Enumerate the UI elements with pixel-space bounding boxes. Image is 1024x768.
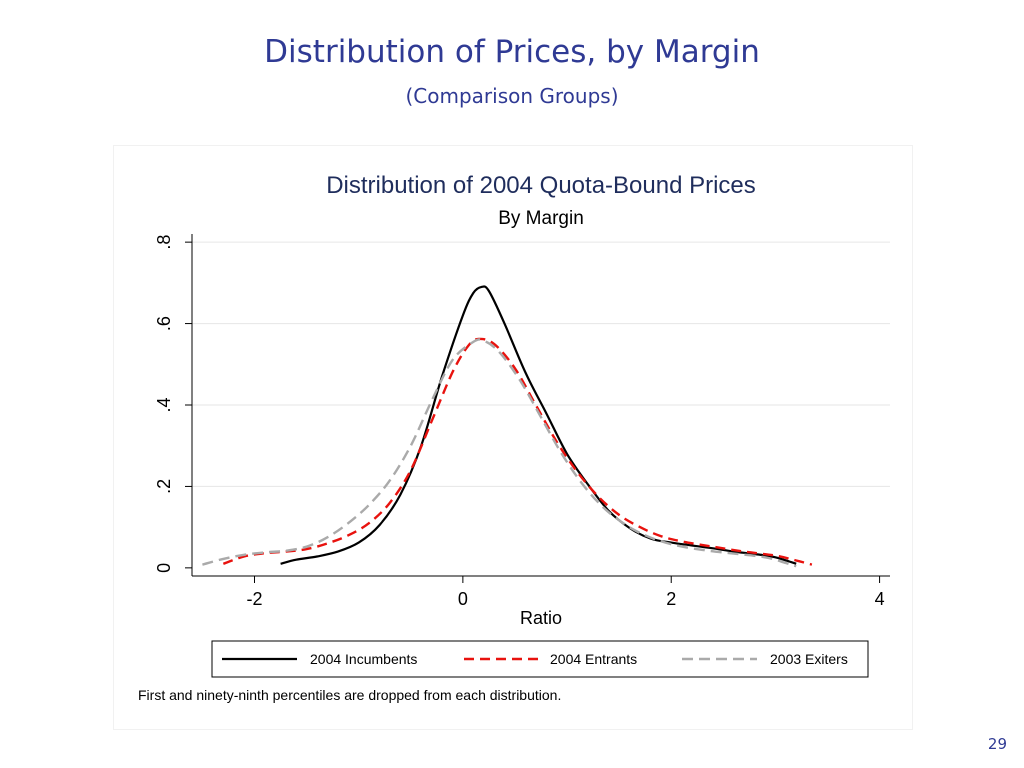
chart-panel: Distribution of 2004 Quota-Bound Prices …	[113, 145, 913, 730]
series-line-2004-entrants	[222, 337, 813, 566]
series-layer	[202, 285, 813, 568]
y-tick-label-3: .6	[154, 316, 174, 331]
x-tick-label-1: 0	[458, 589, 468, 609]
chart-note: First and ninety-ninth percentiles are d…	[138, 687, 561, 703]
slide-title: Distribution of Prices, by Margin	[264, 34, 760, 70]
series-line-2003-exiters	[202, 338, 797, 568]
chart-title: Distribution of 2004 Quota-Bound Prices	[326, 172, 756, 199]
legend-box	[211, 640, 869, 678]
legend-label-2004-incumbents: 2004 Incumbents	[310, 651, 417, 667]
x-tick-label-3: 4	[875, 589, 885, 609]
legend-label-2004-entrants: 2004 Entrants	[550, 651, 637, 667]
y-tick-label-1: .2	[154, 479, 174, 494]
y-tick-label-4: .8	[154, 235, 174, 250]
series-line-2004-incumbents	[280, 285, 797, 565]
slide-subtitle: (Comparison Groups)	[405, 84, 619, 108]
chart: Distribution of 2004 Quota-Bound Prices …	[138, 172, 890, 703]
page-number: 29	[987, 735, 1007, 753]
axes: 0 .2 .4 .6 .8 -2 0 2 4	[154, 234, 890, 609]
chart-subtitle: By Margin	[498, 208, 584, 229]
y-tick-label-2: .4	[154, 397, 174, 412]
legend-label-2003-exiters: 2003 Exiters	[770, 651, 848, 667]
gridlines	[192, 241, 890, 487]
x-tick-label-0: -2	[246, 589, 262, 609]
x-axis-label: Ratio	[520, 608, 562, 628]
y-tick-label-0: 0	[154, 563, 174, 573]
legend: 2004 Incumbents 2004 Entrants 2003 Exiters	[211, 640, 869, 678]
x-tick-label-2: 2	[666, 589, 676, 609]
